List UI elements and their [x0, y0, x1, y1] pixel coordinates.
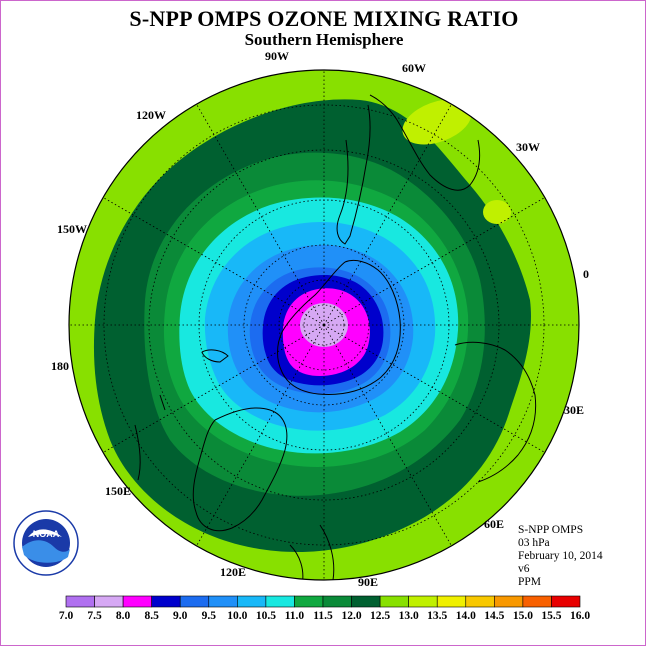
- noaa-logo-bird: [28, 529, 62, 537]
- longitude-label: 0: [583, 267, 589, 281]
- colorbar-swatch: [208, 595, 238, 608]
- longitude-label: 180: [51, 359, 69, 373]
- colorbar-tick-label: 14.5: [484, 610, 504, 622]
- info-version: v6: [518, 563, 530, 575]
- coast-africa: [454, 341, 537, 483]
- coast-new-zealand: [201, 349, 229, 363]
- longitude-label: 60E: [484, 517, 504, 531]
- latitude-circle: [303, 304, 345, 346]
- longitude-label: 90W: [265, 49, 289, 63]
- colorbar-tick-label: 13.5: [427, 610, 447, 622]
- meridian-line: [323, 197, 546, 326]
- patch-yellow-green-north: [402, 99, 472, 145]
- longitude-label: 30W: [516, 140, 540, 154]
- colorbar-tick-label: 9.5: [202, 610, 217, 622]
- colorbar-tick-label: 15.5: [541, 610, 561, 622]
- longitude-labels: 90W 60W 30W 0 30E 60E 90E 120E 150E 180 150W 120W: [51, 49, 589, 589]
- colorbar-swatch: [237, 595, 267, 608]
- patch-yellow-green-east: [483, 200, 511, 224]
- meridian-line: [102, 197, 325, 326]
- noaa-logo: NOAA: [13, 510, 79, 576]
- colorbar-tick-label: 15.0: [513, 610, 533, 622]
- longitude-label: 120W: [136, 108, 166, 122]
- colorbar-tick-label: 16.0: [570, 610, 590, 622]
- colorbar-tick-label: 7.5: [87, 610, 102, 622]
- colorbar-tick-label: 8.5: [144, 610, 159, 622]
- meridian-line: [102, 324, 325, 453]
- longitude-label: 60W: [402, 61, 426, 75]
- meridian-line: [196, 324, 325, 547]
- meridian-line: [196, 103, 325, 326]
- longitude-label: 30E: [564, 403, 584, 417]
- colorbar-swatch: [351, 595, 381, 608]
- meridian-line: [323, 103, 452, 326]
- meridian-line: [323, 324, 452, 547]
- colorbar-swatch: [494, 595, 524, 608]
- coast-south-america-east: [369, 94, 481, 191]
- colorbar-swatch: [551, 595, 581, 608]
- latitude-circle: [278, 279, 370, 371]
- coast-australia: [192, 407, 288, 532]
- meridian-line: [323, 324, 546, 453]
- latitude-circle: [103, 104, 545, 546]
- colorbar-tick-label: 10.5: [256, 610, 276, 622]
- colorbar-tick-label: 11.5: [313, 610, 333, 622]
- noaa-logo-wave: [22, 540, 70, 563]
- map-boundary: [68, 69, 580, 581]
- map-subtitle: Southern Hemisphere: [244, 30, 404, 49]
- coast-islands: [134, 394, 166, 481]
- colorbar-swatch: [122, 595, 152, 608]
- noaa-logo-text: NOAA: [33, 529, 60, 539]
- coast-antarctica: [277, 259, 401, 395]
- coastlines: [134, 94, 537, 580]
- colorbar-tick-label: 9.0: [173, 610, 188, 622]
- colorbar-swatch: [94, 595, 124, 608]
- colorbar-tick-label: 13.0: [399, 610, 419, 622]
- info-unit: PPM: [518, 576, 542, 588]
- longitude-label: 120E: [220, 565, 246, 579]
- colorbar-tick-label: 11.0: [285, 610, 305, 622]
- colorbar-swatch: [265, 595, 295, 608]
- colorbar-tick-label: 14.0: [456, 610, 476, 622]
- map-title: S-NPP OMPS OZONE MIXING RATIO: [129, 6, 519, 31]
- colorbar-tick-label: 7.0: [59, 610, 74, 622]
- colorbar: 7.0 7.5 8.0 8.5 9.0 9.5 10.0 10.5 11.0 11.5 12.0 12…: [59, 595, 590, 622]
- colorbar-swatch: [151, 595, 181, 608]
- colorbar-swatch: [522, 595, 552, 608]
- lat-lon-grid: [69, 70, 579, 580]
- longitude-label: 150E: [105, 484, 131, 498]
- colorbar-tick-label: 12.5: [370, 610, 390, 622]
- info-block: S-NPP OMPS 03 hPa February 10, 2014 v6 P…: [518, 524, 603, 589]
- info-instrument: S-NPP OMPS: [518, 524, 584, 536]
- colorbar-tick-label: 12.0: [341, 610, 361, 622]
- colorbar-swatch: [465, 595, 495, 608]
- latitude-circle: [148, 149, 500, 501]
- latitude-circle: [198, 199, 450, 451]
- longitude-label: 90E: [358, 575, 378, 589]
- coast-south-america: [336, 104, 371, 245]
- colorbar-swatch: [379, 595, 409, 608]
- info-level: 03 hPa: [518, 537, 550, 549]
- longitude-label: 150W: [57, 222, 87, 236]
- coast-indonesia: [289, 524, 335, 580]
- colorbar-swatch: [322, 595, 352, 608]
- info-date: February 10, 2014: [518, 550, 603, 562]
- colorbar-tick-label: 8.0: [116, 610, 131, 622]
- ozone-field: [69, 70, 579, 580]
- colorbar-swatch: [179, 595, 210, 608]
- latitude-circle: [243, 244, 405, 406]
- colorbar-tick-label: 10.0: [227, 610, 247, 622]
- colorbar-swatch: [65, 595, 95, 608]
- colorbar-swatch: [408, 595, 438, 608]
- colorbar-swatch: [436, 595, 467, 608]
- colorbar-swatch: [294, 595, 324, 608]
